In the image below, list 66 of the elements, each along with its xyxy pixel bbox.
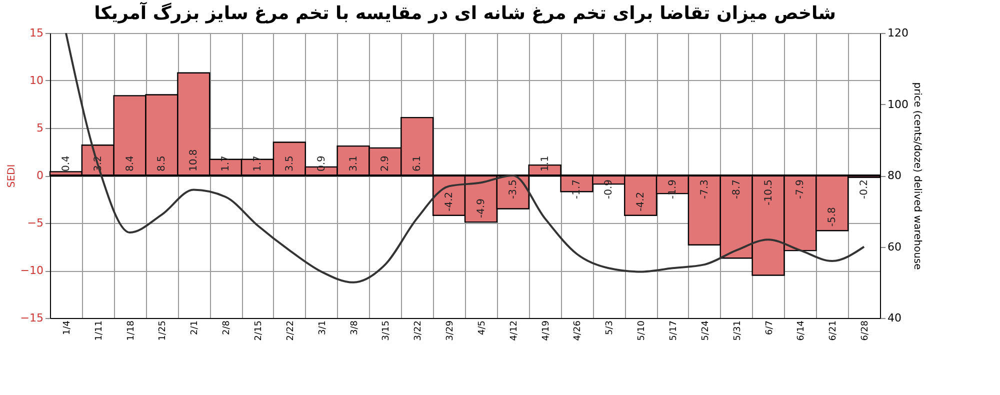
x-tick-label: 3/15 bbox=[382, 320, 392, 341]
y-axis-title: SEDI bbox=[6, 164, 18, 188]
data-label: 0.4 bbox=[60, 156, 72, 172]
x-tick-label: 5/3 bbox=[605, 320, 616, 335]
data-label: 0.9 bbox=[316, 156, 328, 172]
x-tick-label: 6/14 bbox=[796, 320, 807, 341]
data-label: -1.9 bbox=[668, 180, 678, 200]
x-tick-label: 2/15 bbox=[254, 320, 264, 341]
data-label: 6.1 bbox=[412, 156, 424, 172]
data-label: 8.5 bbox=[156, 156, 168, 172]
data-label: 8.4 bbox=[124, 156, 136, 172]
x-tick-label: 5/10 bbox=[637, 320, 648, 341]
x-tick-label: 4/12 bbox=[509, 320, 520, 341]
x-tick-label: 4/26 bbox=[573, 320, 584, 341]
y2-tick-label: 100 bbox=[888, 98, 908, 111]
x-tick-label: 3/1 bbox=[318, 320, 328, 335]
data-label: -7.9 bbox=[795, 180, 806, 200]
y-tick-label: −10 bbox=[20, 264, 44, 277]
data-label: -8.7 bbox=[731, 180, 742, 200]
data-label: 1.7 bbox=[220, 156, 232, 172]
data-label: -10.5 bbox=[763, 180, 774, 206]
y-tick-label: −15 bbox=[20, 312, 44, 324]
data-label: -5.8 bbox=[827, 207, 838, 227]
data-label: -1.7 bbox=[572, 180, 583, 200]
x-tick-label: 6/7 bbox=[764, 320, 775, 335]
y2-tick-label: 80 bbox=[888, 169, 902, 182]
x-tick-label: 1/18 bbox=[126, 320, 136, 341]
x-tick-label: 3/8 bbox=[350, 320, 360, 335]
data-label: 1.7 bbox=[252, 156, 264, 172]
y2-tick-label: 120 bbox=[888, 26, 908, 40]
x-tick-label: 1/4 bbox=[62, 320, 72, 335]
x-tick-label: 5/17 bbox=[669, 320, 679, 341]
x-tick-label: 6/28 bbox=[860, 320, 871, 341]
data-label: -4.2 bbox=[636, 192, 647, 212]
x-tick-label: 2/8 bbox=[222, 320, 232, 335]
y2-tick-label: 40 bbox=[888, 312, 902, 324]
data-label: 1.1 bbox=[540, 156, 551, 172]
y-tick-label: 10 bbox=[30, 74, 44, 87]
x-tick-label: 3/29 bbox=[446, 320, 456, 341]
y-tick-label: 0 bbox=[36, 169, 44, 182]
data-label: 10.8 bbox=[188, 149, 200, 172]
x-tick-label: 6/21 bbox=[828, 320, 839, 341]
x-tick-label: 5/31 bbox=[732, 320, 743, 341]
data-label: -7.3 bbox=[699, 180, 710, 200]
data-label: 3.1 bbox=[348, 156, 360, 172]
y2-axis-title: price (cents/doze) delived warehouse bbox=[911, 82, 922, 270]
y2-tick-label: 60 bbox=[888, 240, 902, 254]
x-tick-label: 5/24 bbox=[700, 320, 711, 341]
data-label: -4.2 bbox=[444, 192, 456, 212]
data-label: -0.2 bbox=[859, 180, 870, 200]
x-tick-label: 1/25 bbox=[158, 320, 168, 341]
y-tick-label: −5 bbox=[27, 216, 44, 230]
y-tick-label: 15 bbox=[30, 26, 44, 40]
data-label: 2.9 bbox=[380, 156, 392, 172]
x-tick-label: 2/22 bbox=[286, 320, 296, 341]
y-tick-label: 5 bbox=[36, 122, 44, 134]
chart-title: شاخص میزان تقاضا برای تخم مرغ شانه ای در مقایسه با تخم مرغ سایز بزرگ آمریکا bbox=[94, 1, 836, 24]
x-tick-label: 4/5 bbox=[477, 320, 488, 335]
x-tick-label: 1/11 bbox=[94, 320, 104, 341]
x-tick-label: 2/1 bbox=[190, 320, 200, 335]
x-tick-label: 4/19 bbox=[541, 320, 552, 341]
data-label: -4.9 bbox=[476, 198, 487, 218]
x-tick-label: 3/22 bbox=[414, 320, 424, 341]
data-label: 3.5 bbox=[284, 156, 296, 172]
data-label: -0.9 bbox=[604, 180, 615, 200]
data-label: -3.5 bbox=[508, 180, 519, 200]
